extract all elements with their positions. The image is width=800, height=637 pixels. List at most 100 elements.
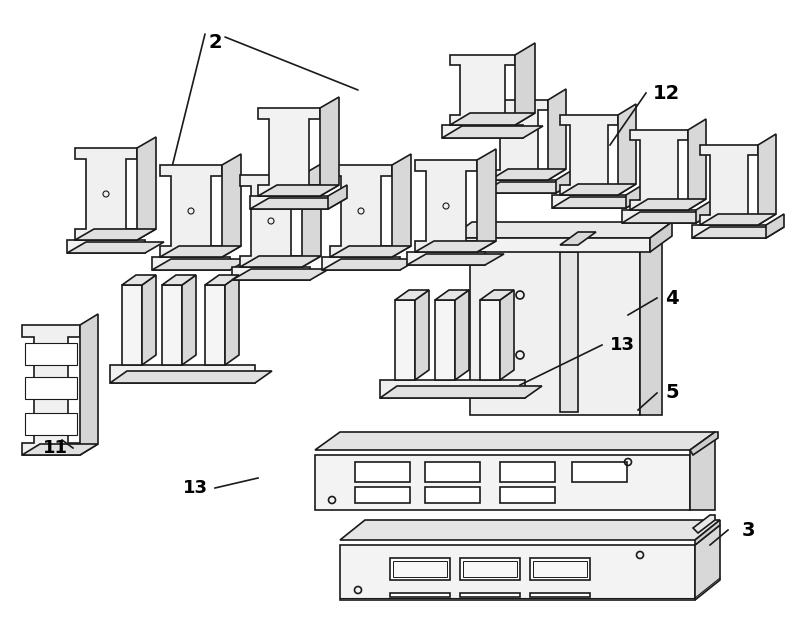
Polygon shape bbox=[110, 365, 255, 383]
Polygon shape bbox=[355, 462, 410, 482]
Polygon shape bbox=[470, 230, 662, 245]
Polygon shape bbox=[490, 169, 566, 180]
Polygon shape bbox=[482, 180, 556, 193]
Polygon shape bbox=[75, 229, 156, 240]
Polygon shape bbox=[450, 55, 515, 125]
Polygon shape bbox=[572, 462, 627, 482]
Polygon shape bbox=[390, 593, 450, 597]
Polygon shape bbox=[622, 210, 696, 223]
Polygon shape bbox=[322, 259, 419, 270]
Polygon shape bbox=[692, 225, 766, 238]
Text: 4: 4 bbox=[665, 289, 679, 308]
Polygon shape bbox=[322, 257, 400, 270]
Polygon shape bbox=[425, 462, 480, 482]
Polygon shape bbox=[22, 444, 98, 455]
Polygon shape bbox=[618, 104, 636, 195]
Polygon shape bbox=[695, 525, 720, 600]
Polygon shape bbox=[232, 269, 329, 280]
Polygon shape bbox=[463, 561, 517, 577]
Polygon shape bbox=[533, 561, 587, 577]
Polygon shape bbox=[110, 371, 272, 383]
Polygon shape bbox=[380, 380, 525, 398]
Polygon shape bbox=[328, 185, 347, 209]
Polygon shape bbox=[460, 558, 520, 580]
Polygon shape bbox=[392, 154, 411, 257]
Polygon shape bbox=[688, 119, 706, 210]
Polygon shape bbox=[302, 164, 321, 267]
Polygon shape bbox=[500, 462, 555, 482]
Polygon shape bbox=[225, 275, 239, 365]
Polygon shape bbox=[182, 275, 196, 365]
Polygon shape bbox=[160, 165, 222, 257]
Polygon shape bbox=[122, 275, 156, 285]
Polygon shape bbox=[75, 148, 137, 240]
Polygon shape bbox=[250, 196, 328, 209]
Polygon shape bbox=[435, 290, 469, 300]
Polygon shape bbox=[330, 246, 411, 257]
Polygon shape bbox=[395, 290, 429, 300]
Polygon shape bbox=[380, 386, 542, 398]
Polygon shape bbox=[258, 108, 320, 196]
Polygon shape bbox=[415, 290, 429, 380]
Polygon shape bbox=[480, 290, 514, 300]
Polygon shape bbox=[160, 246, 241, 257]
Polygon shape bbox=[25, 377, 77, 399]
Polygon shape bbox=[162, 275, 196, 285]
Text: 13: 13 bbox=[610, 336, 634, 354]
Polygon shape bbox=[700, 214, 776, 225]
Polygon shape bbox=[530, 593, 590, 597]
Polygon shape bbox=[560, 184, 636, 195]
Polygon shape bbox=[477, 149, 496, 252]
Polygon shape bbox=[415, 241, 496, 252]
Polygon shape bbox=[340, 520, 720, 540]
Polygon shape bbox=[690, 432, 715, 510]
Polygon shape bbox=[205, 285, 225, 365]
Polygon shape bbox=[425, 487, 480, 503]
Text: 13: 13 bbox=[182, 479, 207, 497]
Polygon shape bbox=[232, 267, 310, 280]
Polygon shape bbox=[330, 165, 392, 257]
Polygon shape bbox=[442, 125, 523, 138]
Polygon shape bbox=[240, 175, 302, 267]
Polygon shape bbox=[480, 300, 500, 380]
Polygon shape bbox=[25, 343, 77, 365]
Polygon shape bbox=[766, 214, 784, 238]
Polygon shape bbox=[442, 126, 543, 138]
Polygon shape bbox=[22, 325, 80, 455]
Polygon shape bbox=[548, 89, 566, 180]
Polygon shape bbox=[142, 275, 156, 365]
Polygon shape bbox=[137, 137, 156, 240]
Polygon shape bbox=[622, 212, 714, 223]
Polygon shape bbox=[315, 432, 715, 450]
Polygon shape bbox=[450, 238, 650, 252]
Polygon shape bbox=[250, 198, 347, 209]
Polygon shape bbox=[25, 413, 77, 435]
Text: 5: 5 bbox=[665, 383, 679, 403]
Polygon shape bbox=[67, 240, 145, 253]
Polygon shape bbox=[395, 300, 415, 380]
Polygon shape bbox=[650, 222, 672, 252]
Polygon shape bbox=[700, 145, 758, 225]
Polygon shape bbox=[390, 558, 450, 580]
Polygon shape bbox=[515, 43, 535, 125]
Polygon shape bbox=[152, 259, 249, 270]
Polygon shape bbox=[630, 130, 688, 210]
Polygon shape bbox=[630, 199, 706, 210]
Polygon shape bbox=[490, 100, 548, 180]
Polygon shape bbox=[693, 515, 715, 533]
Polygon shape bbox=[320, 97, 339, 196]
Polygon shape bbox=[455, 290, 469, 380]
Polygon shape bbox=[240, 256, 321, 267]
Polygon shape bbox=[315, 455, 690, 510]
Polygon shape bbox=[152, 257, 230, 270]
Polygon shape bbox=[552, 195, 626, 208]
Polygon shape bbox=[162, 285, 182, 365]
Text: 12: 12 bbox=[652, 83, 680, 103]
Polygon shape bbox=[500, 487, 555, 503]
Polygon shape bbox=[758, 134, 776, 225]
Polygon shape bbox=[80, 314, 98, 455]
Text: 2: 2 bbox=[208, 32, 222, 52]
Polygon shape bbox=[222, 154, 241, 257]
Polygon shape bbox=[435, 300, 455, 380]
Polygon shape bbox=[205, 275, 239, 285]
